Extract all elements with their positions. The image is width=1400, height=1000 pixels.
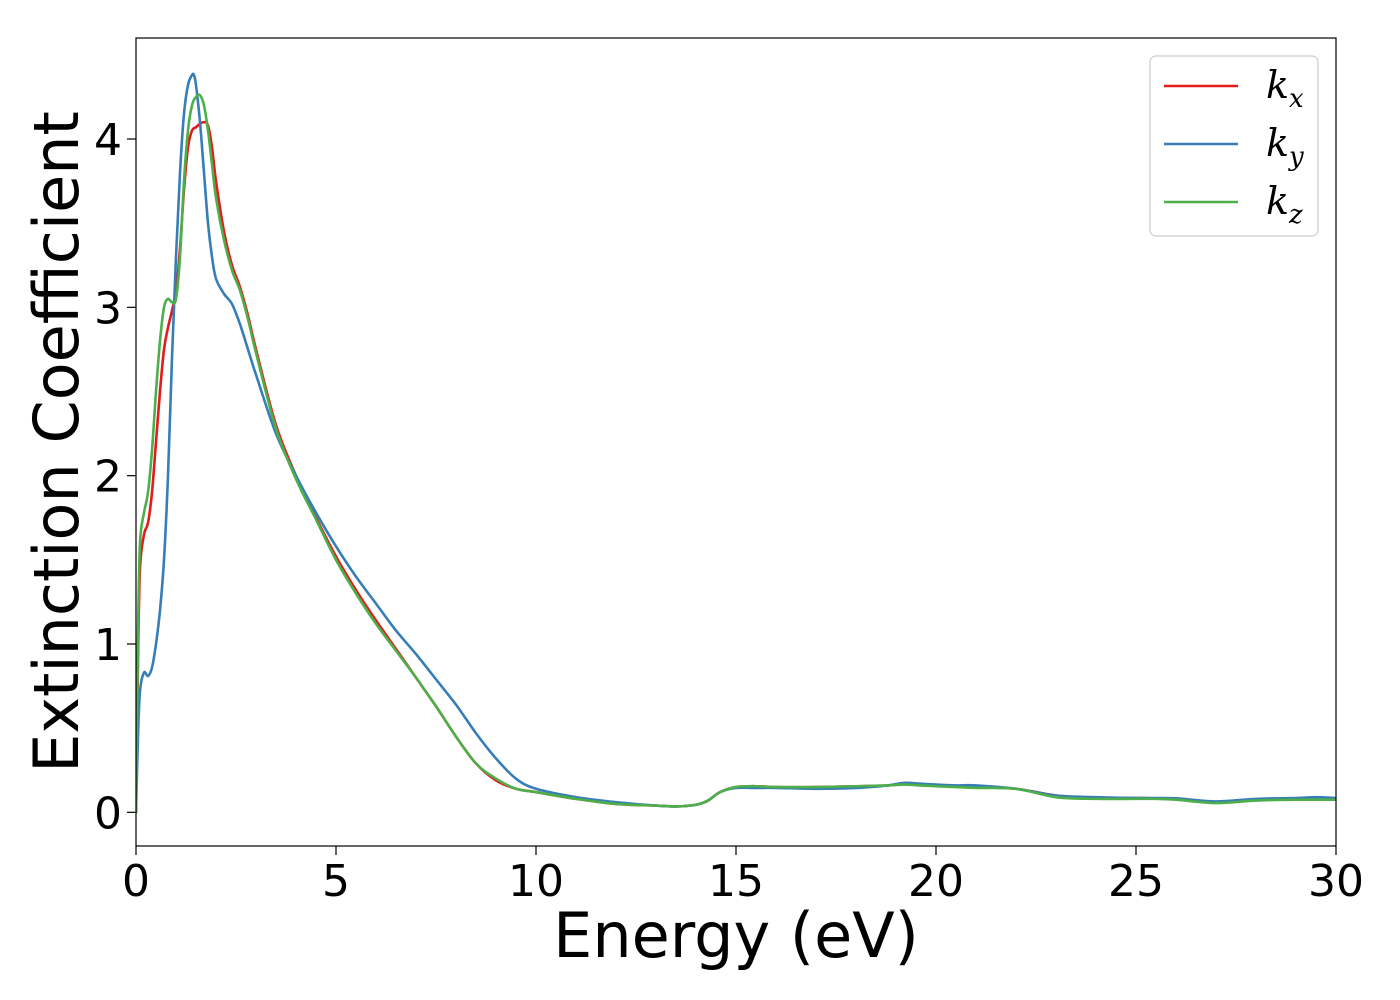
legend: kx ky kz	[1149, 55, 1319, 237]
x-tick-label: 25	[1108, 856, 1164, 907]
series-line-kz	[136, 93, 1336, 814]
y-axis: 0 1 2 3 4	[94, 115, 136, 839]
series-line-ky	[136, 72, 1336, 814]
x-tick-label: 10	[508, 856, 564, 907]
y-tick-label: 2	[94, 452, 122, 503]
legend-box	[1149, 55, 1319, 237]
y-tick-label: 1	[94, 620, 122, 671]
y-tick-label: 0	[94, 788, 122, 839]
y-tick-label: 4	[94, 115, 122, 166]
y-axis-title: Extinction Coefficient	[20, 111, 93, 773]
plot-background	[136, 38, 1336, 846]
y-tick-label: 3	[94, 283, 122, 334]
x-tick-label: 15	[708, 856, 764, 907]
x-tick-label: 30	[1308, 856, 1364, 907]
x-axis: 0 5 10 15 20 25 30	[122, 846, 1364, 907]
x-tick-label: 5	[322, 856, 350, 907]
x-axis-title: Energy (eV)	[553, 899, 919, 972]
series-layer	[136, 72, 1336, 814]
x-tick-label: 0	[122, 856, 150, 907]
x-tick-label: 20	[908, 856, 964, 907]
legend-label-kx: kx	[1266, 63, 1304, 114]
legend-label-kz: kz	[1266, 179, 1303, 230]
legend-label-ky: ky	[1266, 121, 1304, 172]
